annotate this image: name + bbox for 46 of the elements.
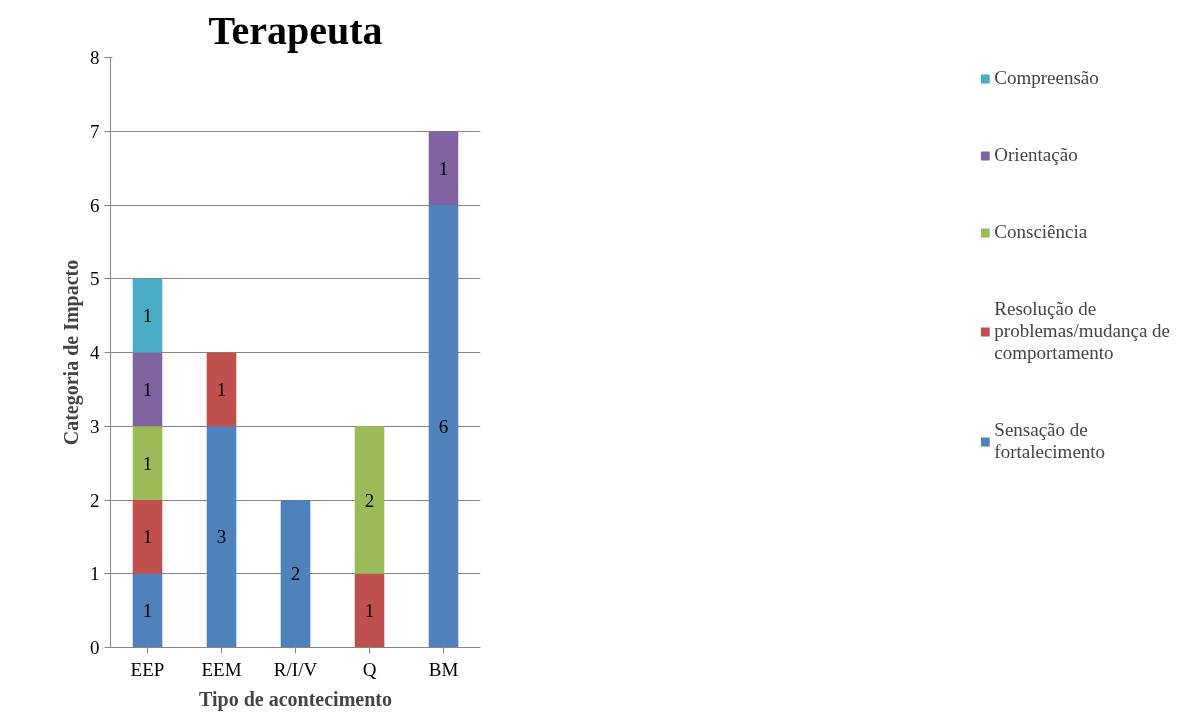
y-tick-label: 5: [90, 268, 100, 290]
data-label: 3: [216, 526, 227, 548]
legend-label: Resolução de problemas/mudança de comportamento: [994, 298, 1170, 364]
x-tick-label: EEP: [130, 658, 165, 680]
y-tick-label: 2: [90, 489, 100, 511]
bar: [132, 352, 163, 427]
bar: [428, 205, 459, 648]
data-label: 2: [364, 489, 375, 511]
data-label: 1: [438, 157, 449, 179]
bar: [132, 500, 163, 574]
data-label: 2: [290, 563, 301, 585]
legend-label: Orientação: [994, 144, 1078, 166]
legend-label: Sensação de fortalecimento: [994, 419, 1106, 463]
bar: [428, 131, 459, 205]
bar: [354, 426, 385, 574]
bar: [354, 573, 385, 648]
data-label: 1: [142, 600, 153, 622]
y-tick-label: 3: [90, 415, 100, 437]
y-tick-label: 6: [90, 194, 100, 216]
x-axis-title: Tipo de acontecimento: [199, 687, 392, 711]
legend-label: Consciência: [994, 221, 1088, 243]
y-tick-label: 7: [90, 120, 100, 142]
legend-label: Compreensão: [994, 67, 1099, 89]
bar: [206, 426, 237, 648]
y-axis-title: Categoria de Impacto: [60, 259, 83, 446]
data-label: 1: [142, 452, 153, 474]
y-tick-label: 4: [90, 342, 100, 363]
bar: [206, 352, 237, 427]
data-label: 1: [142, 378, 153, 400]
data-label: 1: [216, 378, 227, 400]
data-label: 1: [142, 305, 153, 327]
y-tick-label: 0: [90, 637, 100, 658]
bar: [132, 573, 163, 648]
bar: [280, 500, 311, 648]
x-tick-label: R/I/V: [273, 658, 318, 680]
bar: [132, 278, 163, 353]
x-tick-label: BM: [428, 658, 459, 680]
data-label: 1: [142, 526, 153, 548]
data-label: 6: [438, 415, 449, 437]
y-tick-label: 1: [90, 563, 100, 585]
x-tick-label: Q: [362, 658, 377, 680]
data-label: 1: [364, 600, 375, 622]
y-tick-label: 8: [90, 47, 100, 68]
x-tick-label: EEM: [201, 658, 242, 680]
bar: [132, 426, 163, 500]
chart-title: Terapeuta: [208, 7, 383, 53]
